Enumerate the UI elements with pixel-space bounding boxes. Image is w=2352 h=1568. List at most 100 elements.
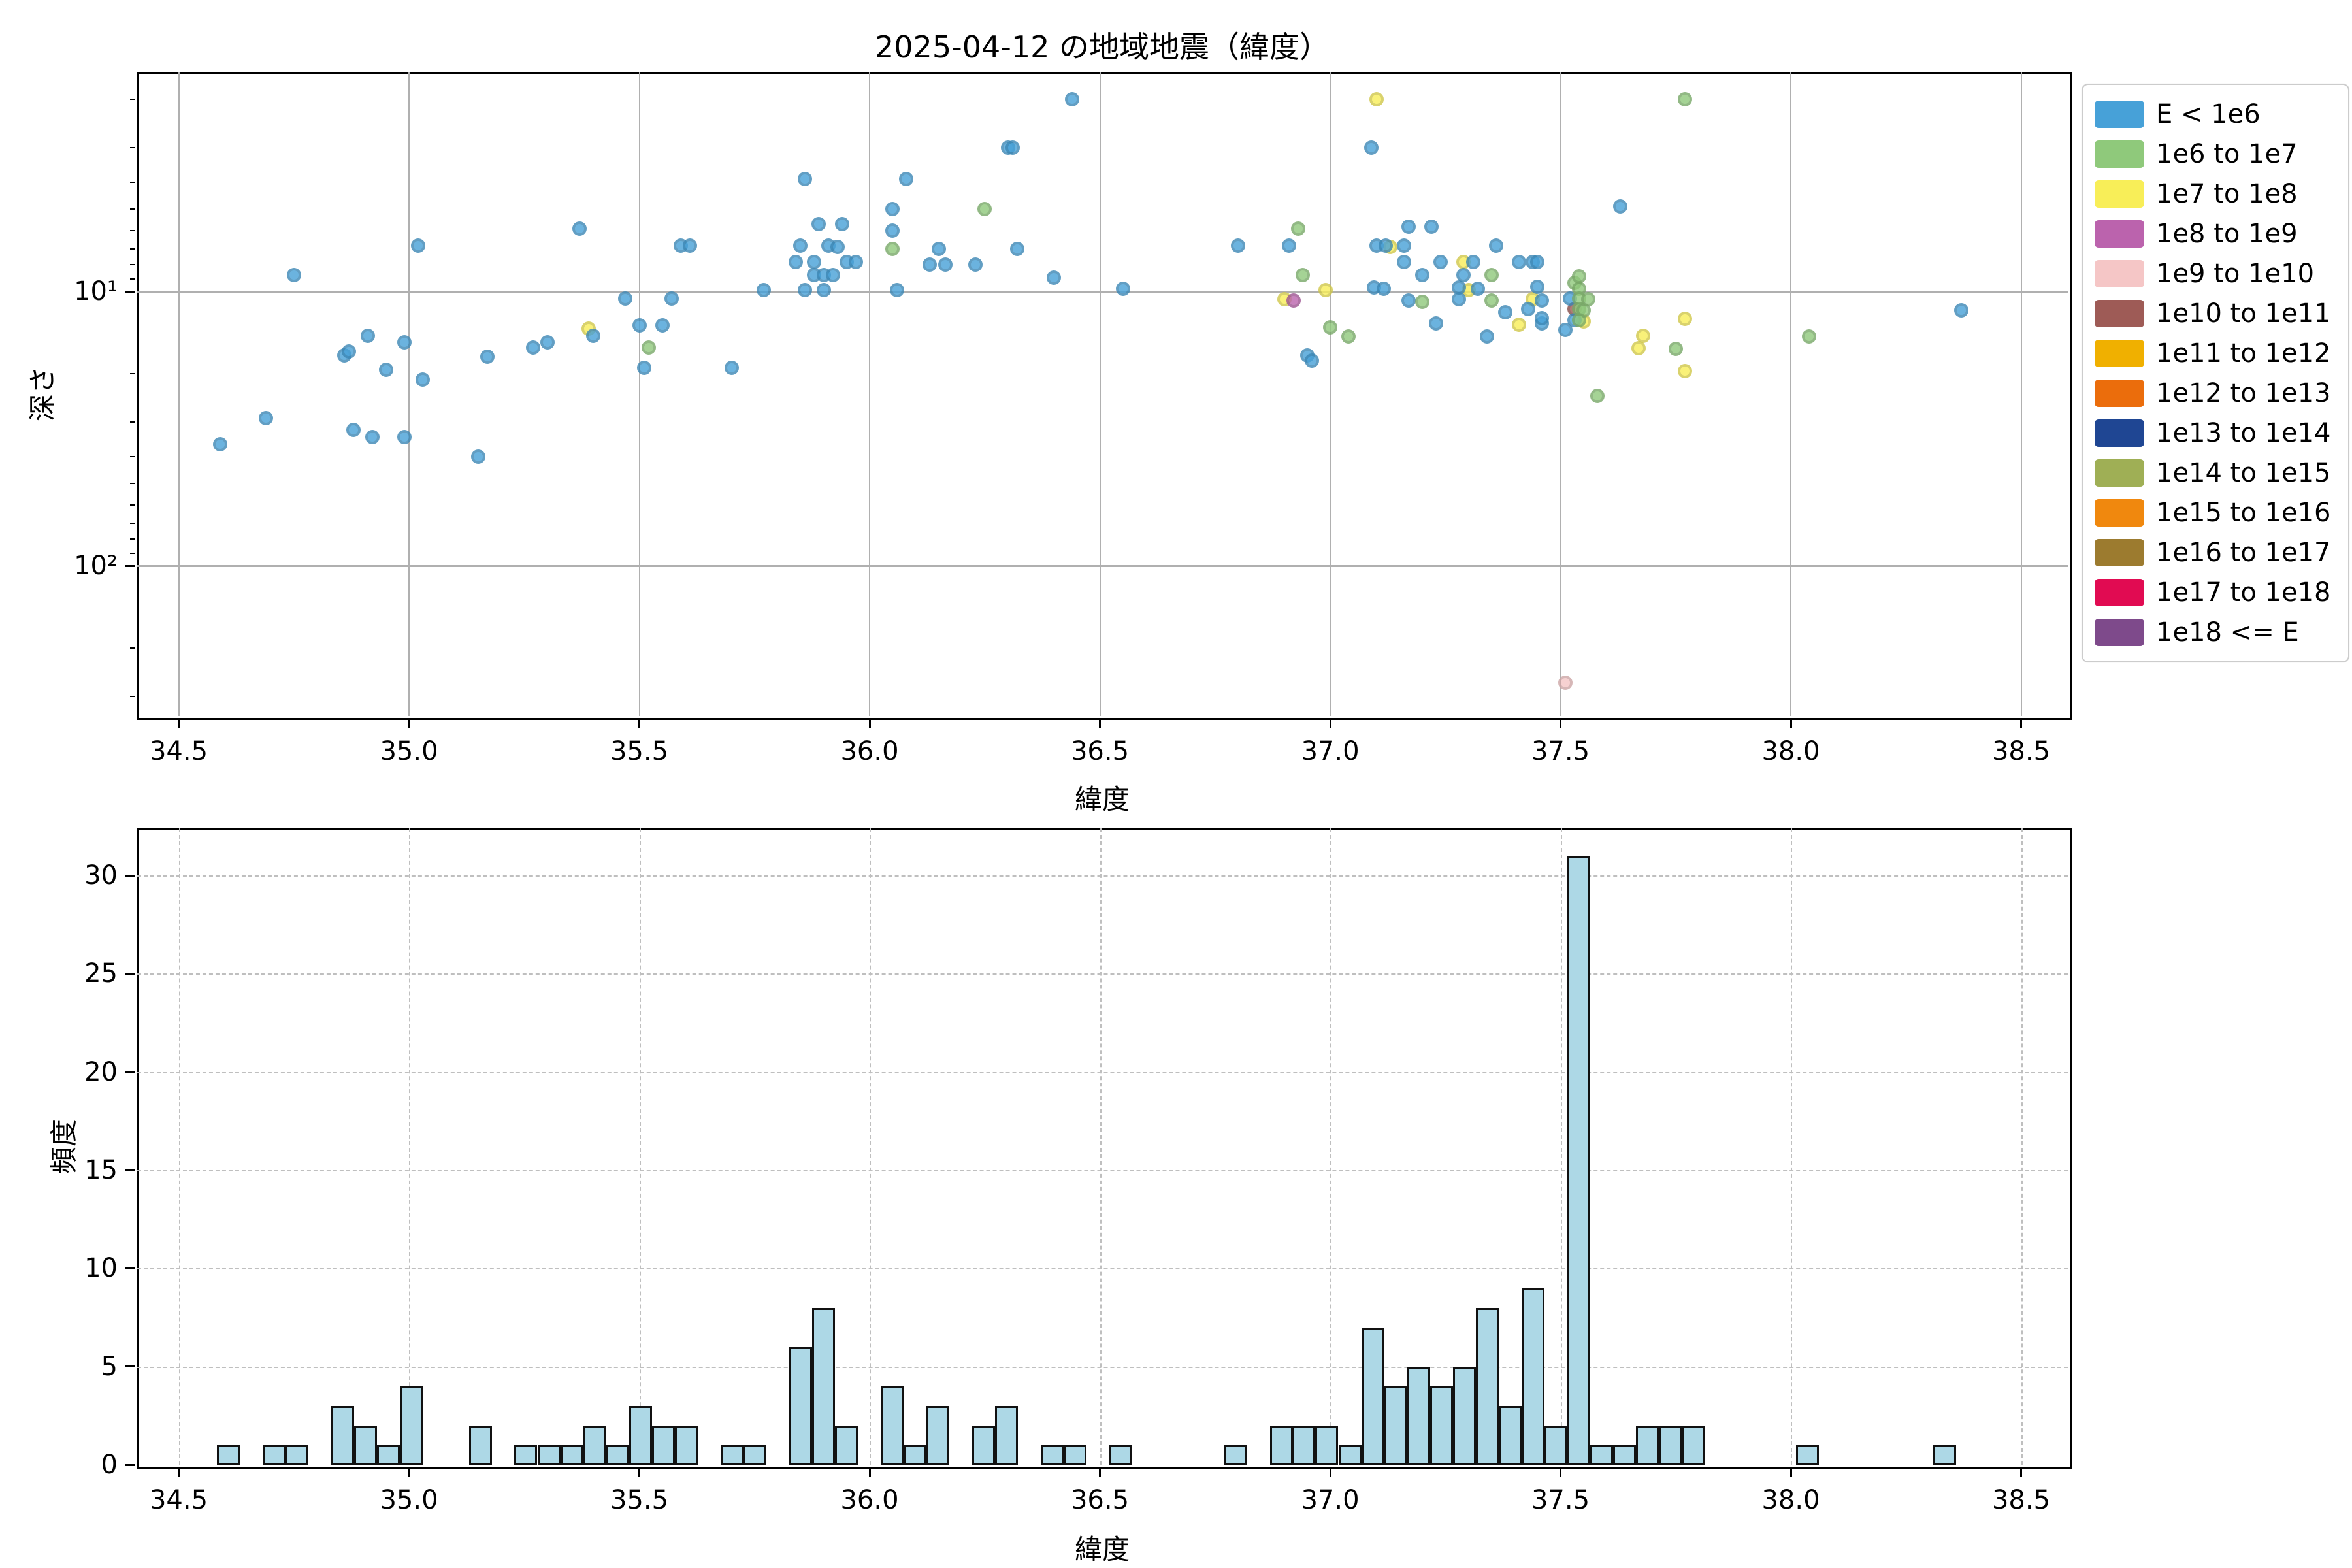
scatter-point (922, 257, 937, 272)
legend-swatch (2095, 419, 2144, 447)
scatter-point (1452, 292, 1467, 307)
scatter-point (1401, 293, 1416, 308)
scatter-point (1571, 312, 1586, 327)
hist-gridline-v (1100, 828, 1102, 1465)
legend-item: 1e10 to 1e11 (2083, 293, 2348, 333)
scatter-point (1456, 267, 1471, 282)
hist-y-tick (125, 1267, 135, 1269)
hist-gridline-v (870, 828, 871, 1465)
scatter-point (798, 172, 813, 187)
scatter-gridline-v (1560, 72, 1561, 716)
scatter-y-minor-tick (130, 181, 135, 183)
histogram-bar (926, 1405, 949, 1465)
histogram-bar (1795, 1445, 1819, 1465)
scatter-gridline-v (869, 72, 870, 716)
hist-y-ticklabel: 0 (101, 1450, 118, 1480)
scatter-point (378, 362, 393, 377)
histogram-bar (1224, 1445, 1247, 1465)
hist-y-ticklabel: 20 (84, 1056, 118, 1087)
histogram-bar (651, 1425, 675, 1465)
scatter-point (848, 254, 863, 269)
hist-x-ticklabel: 35.5 (610, 1485, 669, 1515)
hist-gridline-h (137, 1170, 2068, 1172)
scatter-point (1530, 279, 1545, 294)
scatter-gridline-v (408, 72, 410, 716)
histogram-bar (331, 1405, 354, 1465)
scatter-point (1429, 316, 1444, 331)
histogram-bar (1499, 1405, 1522, 1465)
scatter-point (885, 241, 900, 256)
hist-gridline-h (137, 973, 2068, 975)
scatter-point (655, 318, 670, 333)
histogram-bar (606, 1445, 629, 1465)
legend-swatch (2095, 101, 2144, 128)
scatter-point (1415, 294, 1429, 309)
legend-swatch (2095, 340, 2144, 367)
hist-y-tick (125, 874, 135, 877)
scatter-y-ticklabel: 10² (74, 551, 118, 581)
scatter-y-tick (125, 290, 135, 293)
histogram-bar (1544, 1425, 1567, 1465)
scatter-point (830, 240, 845, 255)
scatter-point (1802, 329, 1817, 344)
scatter-x-ticklabel: 38.5 (1991, 736, 2051, 766)
scatter-x-tick (1789, 718, 1792, 728)
scatter-gridline-v (1099, 72, 1101, 716)
scatter-y-minor-tick (130, 552, 135, 554)
scatter-point (259, 411, 274, 426)
scatter-point (834, 217, 849, 232)
legend-swatch (2095, 539, 2144, 566)
hist-y-tick (125, 1071, 135, 1073)
scatter-point (365, 430, 380, 445)
hist-y-tick (125, 1169, 135, 1171)
scatter-y-minor-tick (130, 504, 135, 506)
scatter-point (1396, 254, 1411, 269)
histogram-xlabel: 緯度 (1074, 1533, 1130, 1565)
hist-y-ticklabel: 25 (84, 958, 118, 989)
hist-y-ticklabel: 10 (84, 1253, 118, 1284)
histogram-bar (1384, 1386, 1407, 1465)
histogram-bar (1109, 1445, 1133, 1465)
scatter-point (1590, 388, 1605, 403)
legend-item: 1e6 to 1e7 (2083, 134, 2348, 174)
scatter-point (756, 283, 771, 298)
scatter-point (1424, 219, 1439, 234)
histogram-bar (835, 1425, 858, 1465)
scatter-point (1613, 199, 1628, 214)
scatter-point (1286, 293, 1301, 308)
legend-item: 1e9 to 1e10 (2083, 253, 2348, 293)
scatter-point (1281, 238, 1296, 253)
hist-y-tick (125, 972, 135, 975)
figure-title: 2025-04-12 の地域地震（緯度） (875, 29, 1330, 65)
legend-label: E < 1e6 (2156, 99, 2261, 129)
scatter-point (342, 344, 357, 359)
scatter-point (632, 318, 647, 333)
histogram-bar (1338, 1445, 1362, 1465)
scatter-y-minor-tick (130, 421, 135, 423)
histogram-bar (1636, 1425, 1659, 1465)
scatter-point (798, 283, 813, 298)
scatter-y-minor-tick (130, 373, 135, 375)
histogram-bar (377, 1445, 400, 1465)
scatter-point (1558, 676, 1573, 691)
legend-swatch (2095, 300, 2144, 327)
hist-x-tick (2020, 1467, 2022, 1477)
scatter-point (1231, 238, 1245, 253)
hist-y-ticklabel: 5 (101, 1351, 118, 1382)
scatter-y-minor-tick (130, 696, 135, 698)
legend-swatch (2095, 260, 2144, 287)
histogram-bar (583, 1425, 606, 1465)
scatter-point (807, 254, 822, 269)
scatter-y-minor-tick (130, 455, 135, 457)
scatter-point (1377, 282, 1392, 297)
legend-label: 1e15 to 1e16 (2156, 498, 2331, 528)
hist-gridline-h (137, 1071, 2068, 1073)
scatter-point (1497, 304, 1512, 319)
scatter-point (664, 291, 679, 306)
histogram-bar (1269, 1425, 1293, 1465)
scatter-point (346, 423, 361, 438)
histogram-bar (217, 1445, 240, 1465)
histogram-bar (468, 1425, 492, 1465)
legend-swatch (2095, 459, 2144, 487)
scatter-y-minor-tick (130, 264, 135, 266)
